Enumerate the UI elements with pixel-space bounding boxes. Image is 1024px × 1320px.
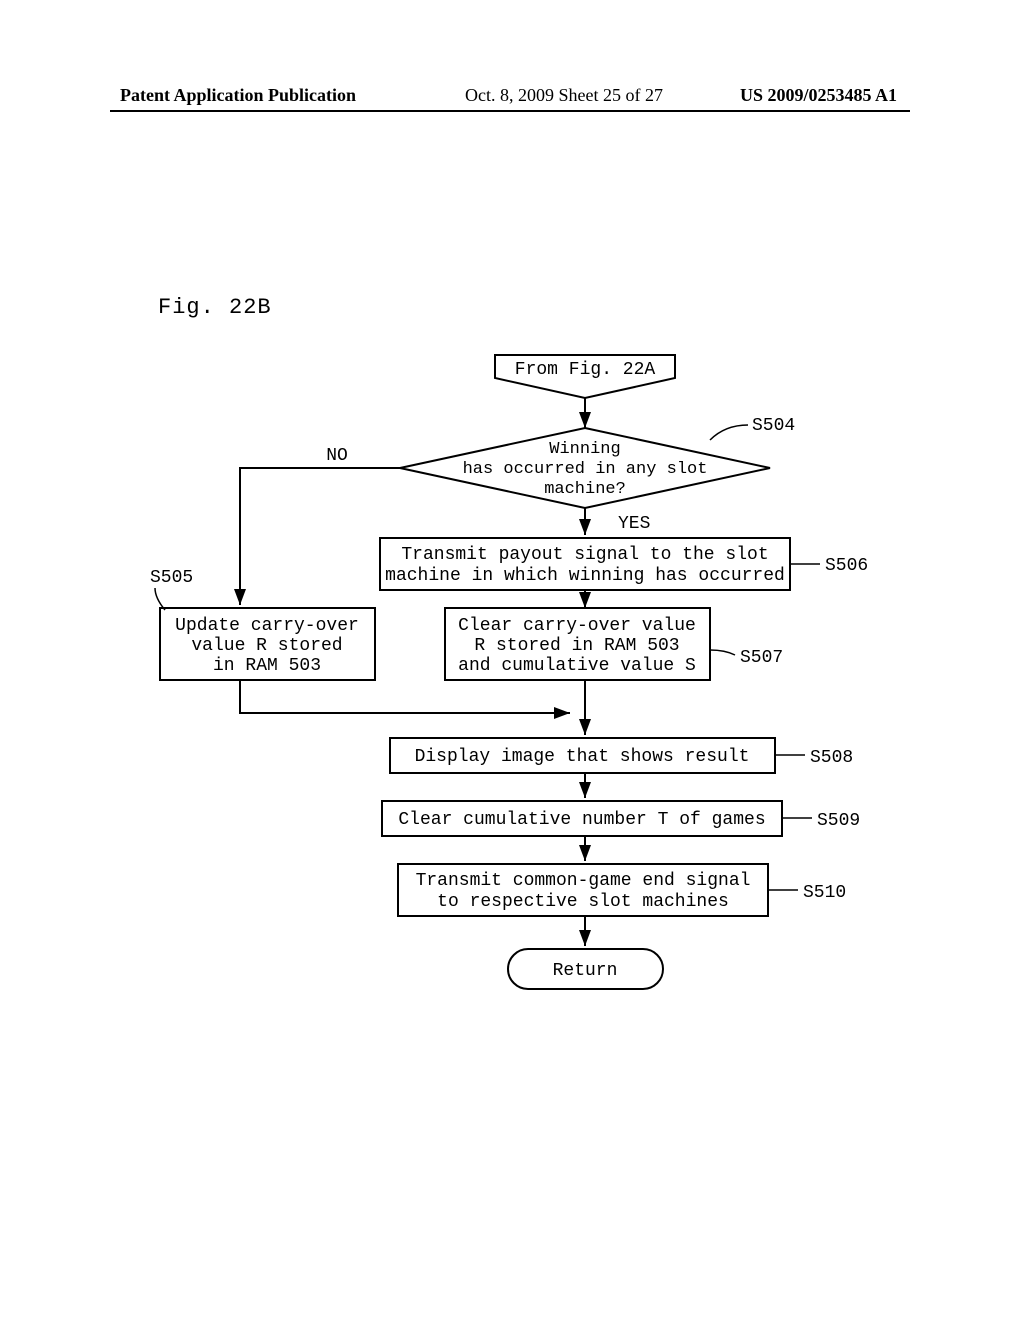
s505-line1: Update carry-over (175, 616, 359, 636)
node-s505: Update carry-over value R stored in RAM … (160, 608, 375, 680)
figure-label: Fig. 22B (158, 295, 272, 320)
node-s508: Display image that shows result (390, 738, 775, 773)
node-s510: Transmit common-game end signal to respe… (398, 864, 768, 916)
flowchart-svg: From Fig. 22A Winning has occurred in an… (150, 350, 910, 1090)
label-s506: S506 (825, 556, 868, 576)
header-publication: Patent Application Publication (120, 85, 356, 106)
leader-s507 (710, 650, 735, 655)
s509-line1: Clear cumulative number T of games (398, 810, 765, 830)
s510-line2: to respective slot machines (437, 892, 729, 912)
node-s504-decision: Winning has occurred in any slot machine… (400, 428, 770, 508)
label-s510: S510 (803, 883, 846, 903)
node-s506: Transmit payout signal to the slot machi… (380, 538, 790, 590)
node-s509: Clear cumulative number T of games (382, 801, 782, 836)
label-s508: S508 (810, 748, 853, 768)
s504-line2: has occurred in any slot (463, 460, 708, 479)
s504-line1: Winning (549, 440, 620, 459)
leader-s504 (710, 425, 748, 440)
s506-line2: machine in which winning has occurred (385, 566, 785, 586)
s506-line1: Transmit payout signal to the slot (401, 545, 768, 565)
node-return: Return (508, 949, 663, 989)
label-s509: S509 (817, 811, 860, 831)
s507-line1: Clear carry-over value (458, 616, 696, 636)
leader-s505 (155, 588, 165, 610)
s507-line3: and cumulative value S (458, 656, 696, 676)
edge-s505-merge (240, 680, 570, 713)
label-no: NO (326, 446, 348, 466)
header-divider (110, 110, 910, 112)
label-s505: S505 (150, 568, 193, 588)
s505-line2: value R stored (191, 636, 342, 656)
s508-line1: Display image that shows result (415, 747, 750, 767)
header-date-sheet: Oct. 8, 2009 Sheet 25 of 27 (465, 85, 663, 106)
node-s507: Clear carry-over value R stored in RAM 5… (445, 608, 710, 680)
return-text: Return (553, 961, 618, 981)
edge-s504-no (240, 468, 400, 605)
label-s507: S507 (740, 648, 783, 668)
s507-line2: R stored in RAM 503 (474, 636, 679, 656)
start-text: From Fig. 22A (515, 360, 656, 380)
s504-line3: machine? (544, 480, 626, 499)
node-start: From Fig. 22A (495, 355, 675, 398)
s510-line1: Transmit common-game end signal (416, 871, 751, 891)
s505-line3: in RAM 503 (213, 656, 321, 676)
label-yes: YES (618, 514, 650, 534)
label-s504: S504 (752, 416, 795, 436)
header-pub-number: US 2009/0253485 A1 (740, 85, 897, 106)
